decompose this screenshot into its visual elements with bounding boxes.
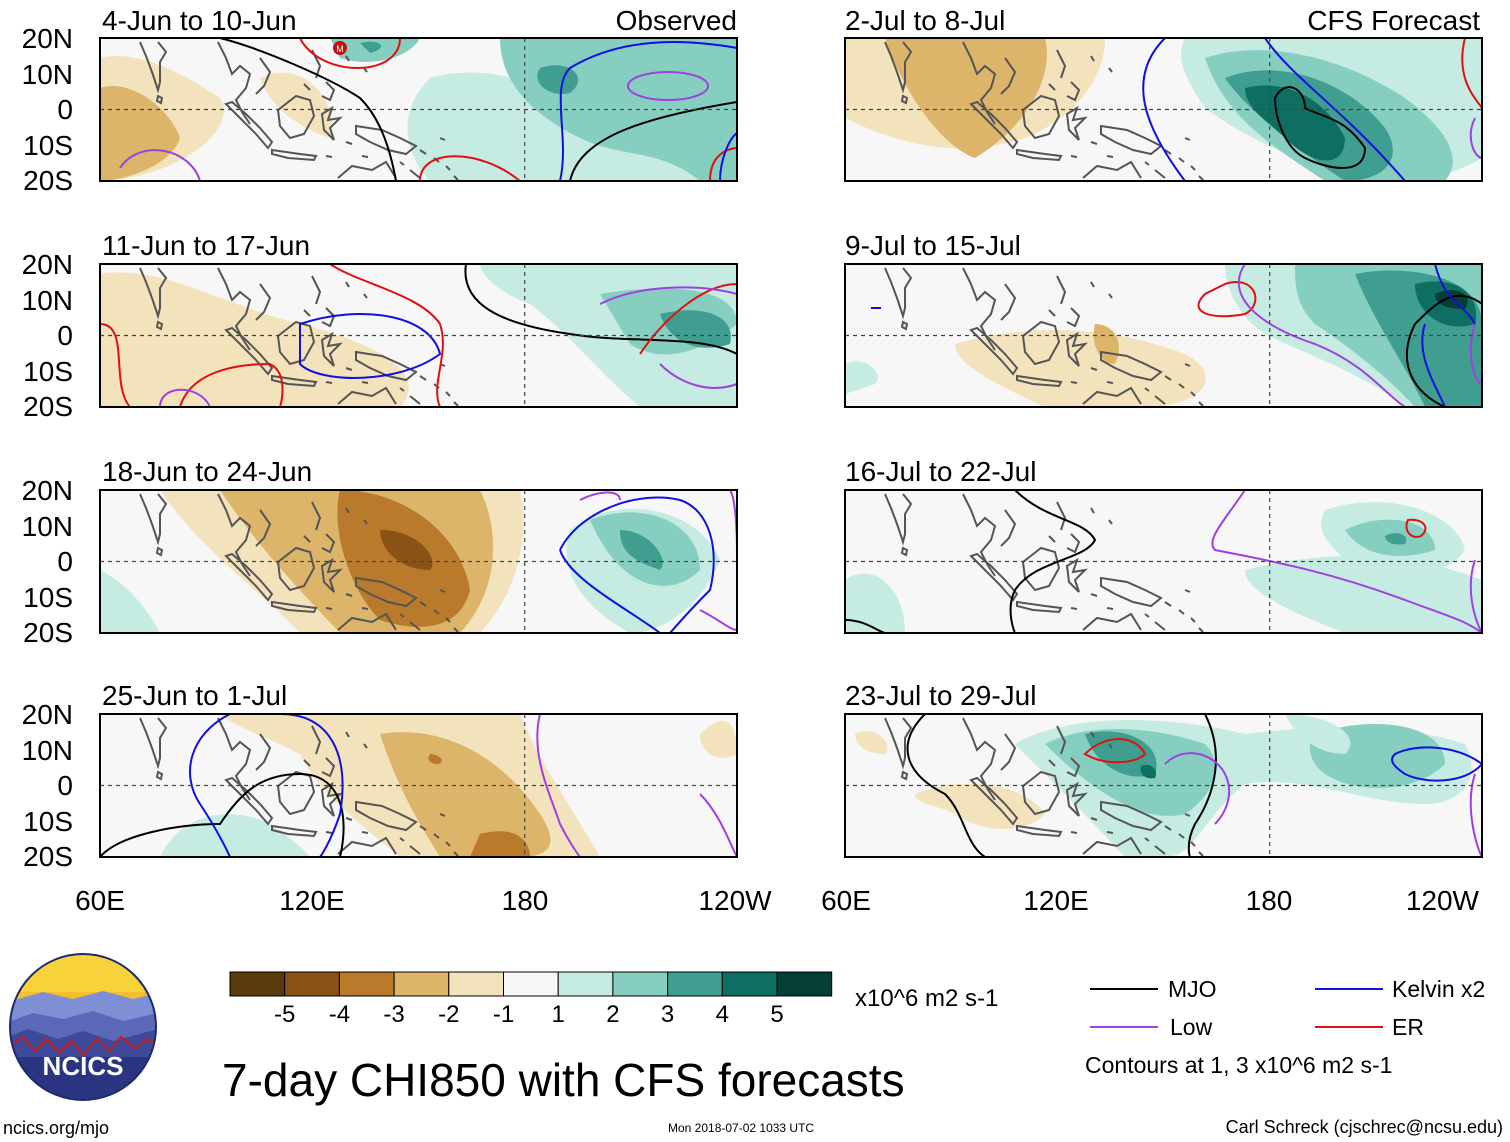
colorbar-tick-label: -2 xyxy=(438,1001,459,1028)
colorbar-tick-label: 4 xyxy=(716,1001,729,1028)
colorbar-swatch xyxy=(338,971,395,997)
lat-label: 10N xyxy=(22,285,73,316)
colorbar-swatch xyxy=(284,971,340,997)
lat-label: 10S xyxy=(23,582,73,613)
lon-label: 120E xyxy=(1023,885,1088,916)
footer-timestamp: Mon 2018-07-02 1033 UTC xyxy=(668,1121,814,1135)
lat-label: 0 xyxy=(57,94,73,125)
lat-axis-row3: 20N 10N 0 10S 20S xyxy=(22,475,73,648)
map-panel xyxy=(844,489,1483,634)
lon-label: 60E xyxy=(821,885,871,916)
lat-label: 20S xyxy=(23,841,73,872)
lat-label: 10N xyxy=(22,59,73,90)
lon-label: 180 xyxy=(1246,885,1293,916)
lon-axis-left: 60E 120E 180 120W xyxy=(75,885,772,916)
legend-low-label: Low xyxy=(1170,1014,1213,1040)
mjo-marker: M xyxy=(336,44,344,54)
panel-tag-forecast: CFS Forecast xyxy=(1307,5,1480,36)
lat-label: 10N xyxy=(22,735,73,766)
colorbar-units: x10^6 m2 s-1 xyxy=(855,985,998,1012)
lat-label: 0 xyxy=(57,320,73,351)
colorbar: -5 -4 -3 -2 -1 1 2 3 4 5 xyxy=(229,971,833,1028)
figure-title: 7-day CHI850 with CFS forecasts xyxy=(222,1054,905,1106)
colorbar-swatch xyxy=(667,971,723,997)
lon-label: 120E xyxy=(279,885,344,916)
colorbar-swatch xyxy=(448,971,504,997)
lat-label: 0 xyxy=(57,770,73,801)
colorbar-tick-label: -3 xyxy=(383,1001,404,1028)
lon-label: 120W xyxy=(698,885,772,916)
ncics-logo: NCICS xyxy=(9,953,157,1101)
lat-label: 20S xyxy=(23,617,73,648)
panel-date: 9-Jul to 15-Jul xyxy=(845,230,1021,261)
legend-note: Contours at 1, 3 x10^6 m2 s-1 xyxy=(1085,1052,1392,1078)
colorbar-swatch xyxy=(229,971,286,997)
logo-text: NCICS xyxy=(43,1051,124,1081)
colorbar-swatch xyxy=(393,971,450,997)
lat-label: 20N xyxy=(22,475,73,506)
map-panel xyxy=(844,263,1483,408)
footer-credit: Carl Schreck (cjschrec@ncsu.edu) xyxy=(1226,1117,1503,1137)
lat-label: 10S xyxy=(23,806,73,837)
map-panel xyxy=(99,263,738,408)
panel-date: 23-Jul to 29-Jul xyxy=(845,680,1036,711)
lat-label: 10S xyxy=(23,130,73,161)
colorbar-tick-label: 2 xyxy=(606,1001,619,1028)
lat-axis-row1: 20N 10N 0 10S 20S xyxy=(22,23,73,196)
colorbar-tick-label: 3 xyxy=(661,1001,674,1028)
colorbar-swatch xyxy=(776,971,833,997)
panel-date: 18-Jun to 24-Jun xyxy=(102,456,312,487)
lat-label: 20S xyxy=(23,391,73,422)
lon-axis-right: 60E 120E 180 120W xyxy=(821,885,1479,916)
lon-label: 120W xyxy=(1406,885,1480,916)
colorbar-swatch xyxy=(721,971,778,997)
lat-label: 10S xyxy=(23,356,73,387)
panel-date: 11-Jun to 17-Jun xyxy=(102,230,310,261)
panel-date: 2-Jul to 8-Jul xyxy=(845,5,1005,36)
lat-label: 10N xyxy=(22,511,73,542)
colorbar-tick-label: 1 xyxy=(552,1001,565,1028)
lon-label: 180 xyxy=(502,885,549,916)
colorbar-swatch xyxy=(557,971,614,997)
lat-label: 20S xyxy=(23,165,73,196)
lat-axis-row4: 20N 10N 0 10S 20S xyxy=(22,699,73,872)
lon-label: 60E xyxy=(75,885,125,916)
colorbar-tick-label: -1 xyxy=(493,1001,514,1028)
legend-er-label: ER xyxy=(1392,1014,1424,1040)
map-panel xyxy=(844,713,1483,858)
colorbar-tick-label: 5 xyxy=(770,1001,783,1028)
footer-url[interactable]: ncics.org/mjo xyxy=(3,1118,109,1138)
lat-label: 20N xyxy=(22,23,73,54)
legend: MJO Kelvin x2 Low ER Contours at 1, 3 x1… xyxy=(1085,976,1485,1078)
panel-date: 16-Jul to 22-Jul xyxy=(845,456,1036,487)
lat-label: 20N xyxy=(22,249,73,280)
panel-date: 4-Jun to 10-Jun xyxy=(102,5,297,36)
colorbar-tick-label: -5 xyxy=(274,1001,295,1028)
lat-label: 0 xyxy=(57,546,73,577)
colorbar-tick-label: -4 xyxy=(329,1001,350,1028)
lat-axis-row2: 20N 10N 0 10S 20S xyxy=(22,249,73,422)
legend-kelvin-label: Kelvin x2 xyxy=(1392,976,1485,1002)
lat-label: 20N xyxy=(22,699,73,730)
legend-mjo-label: MJO xyxy=(1168,976,1217,1002)
panel-date: 25-Jun to 1-Jul xyxy=(102,680,287,711)
colorbar-swatch xyxy=(612,971,669,997)
map-panel xyxy=(99,489,738,634)
panel-tag-observed: Observed xyxy=(616,5,737,36)
colorbar-swatch xyxy=(503,971,559,997)
map-panel xyxy=(844,37,1483,182)
map-panel: M xyxy=(99,37,738,182)
map-panel xyxy=(99,713,738,858)
